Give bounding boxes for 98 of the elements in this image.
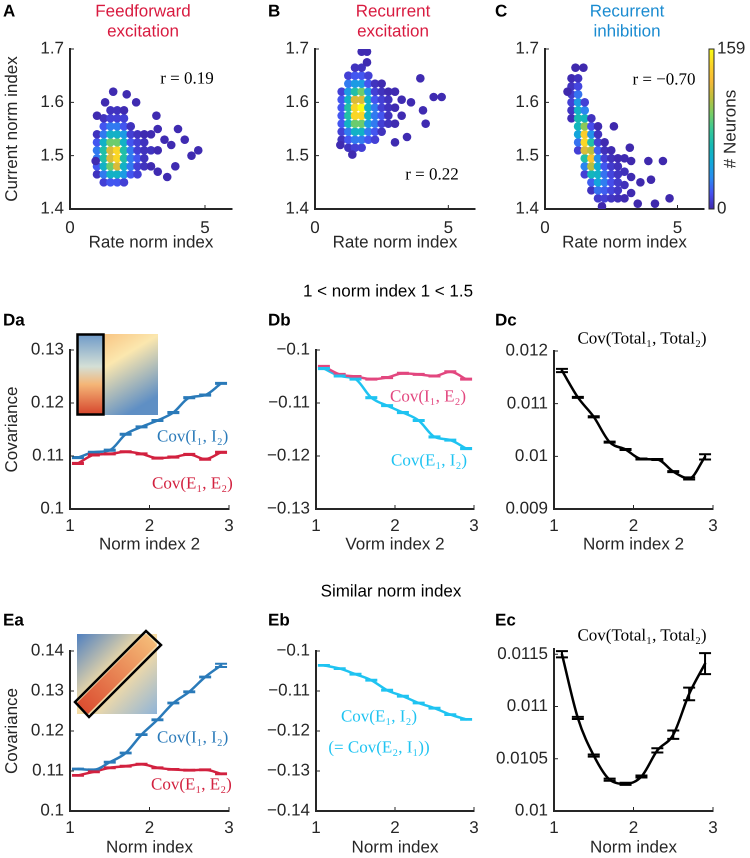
x-tick-label: 3 [469,516,479,535]
y-tick-label: 0.0105 [496,748,548,768]
y-tick-label: 0.13 [30,680,64,700]
y-tick-label: 0.13 [30,340,64,359]
x-axis-title: Norm index 2 [98,534,200,554]
x-tick-label: 3 [469,818,479,837]
y-tick-label: 1.7 [40,38,64,58]
y-axis-title: Current norm index [2,56,21,202]
y-tick-label: −0.1 [276,340,310,359]
x-tick-label: 2 [390,818,400,837]
color-bar-label: 0 [717,198,726,218]
x-axis-title: Norm index [106,837,194,856]
y-tick-label: −0.12 [266,720,310,740]
text: Db [268,310,291,330]
x-axis-title: Norm index [352,837,439,856]
x-tick-label: 2 [390,516,400,535]
series-label: Cov(E₁, E₂) [152,473,233,492]
y-tick-label: 0.009 [505,498,548,518]
x-tick-label: 1 [549,818,559,837]
y-tick-label: −0.13 [266,498,310,518]
y-tick-label: 0.14 [30,640,64,660]
series-label: Cov(I₁, I₂) [157,727,228,746]
x-tick-label: 3 [224,516,234,535]
y-tick-label: 1.4 [40,198,64,218]
x-tick-label: 3 [224,818,234,837]
series-label: Cov(E₁, E₂) [151,774,232,794]
y-tick-label: 1.6 [515,92,539,112]
y-tick-label: −0.13 [266,760,310,780]
chart-title: Feedforward excitation [95,2,191,41]
y-tick-label: 0.012 [505,340,548,360]
text: Ec [495,610,516,630]
y-tick-label: 0.11 [32,446,64,465]
x-tick-label: 3 [708,516,718,535]
y-tick-label: 1.5 [285,145,309,164]
x-tick-label: 0 [65,218,75,237]
y-tick-label: 0.1 [40,800,64,820]
text: B [268,2,280,21]
x-tick-label: 1 [65,516,75,535]
y-tick-label: 0.12 [30,720,64,740]
x-axis-title: Vorm index 2 [345,534,445,554]
x-tick-label: 0 [540,218,550,237]
chart-title: Recurrent inhibition [590,2,665,41]
y-tick-label: 1.4 [515,198,539,218]
y-tick-label: 0.011 [506,393,548,412]
color-bar-label: 159 [717,38,746,58]
y-tick-label: 1.7 [285,38,309,58]
y-tick-label: 0.01 [514,800,548,820]
y-tick-label: 0.1 [40,498,64,518]
y-tick-label: −0.11 [268,392,310,412]
text: C [495,2,508,21]
series-label: Cov(I₁, E₂) [390,386,466,406]
chart-title: 1 < norm index 1 < 1.5 [302,282,474,301]
x-tick-label: 1 [311,818,321,837]
x-tick-label: 0 [310,218,320,237]
x-tick-label: 2 [144,516,154,535]
text: Ea [3,610,24,630]
series-label: Cov(E₁, I₂) [340,706,418,726]
series-label: Cov(I₁, I₂) [157,426,228,446]
y-tick-label: 1.5 [40,145,64,164]
x-tick-label: 1 [65,818,75,837]
y-tick-label: 1.7 [515,38,539,58]
text: Da [3,310,26,330]
y-tick-label: 0.011 [506,696,548,716]
x-tick-label: 2 [628,516,638,535]
color-bar-title: # Neurons [720,90,740,168]
y-tick-label: 1.6 [40,92,64,112]
x-tick-label: 2 [628,818,638,837]
text: A [3,2,16,21]
series-label: Cov(Total₁, Total₂) [577,328,707,348]
y-tick-label: 0.11 [32,760,64,780]
series-label: Cov(E₁, I₂) [391,450,468,470]
y-tick-label: 1.5 [515,145,539,164]
annotation: (= Cov(E₂, I₁)) [328,737,430,756]
y-tick-label: 1.4 [285,198,309,218]
x-axis-title: Norm index 2 [582,534,684,554]
y-tick-label: 1.6 [285,92,309,112]
series-label: Cov(Total₁, Total₂) [577,625,707,644]
y-axis-title: Covariance [2,688,21,774]
y-tick-label: −0.14 [266,800,310,820]
y-tick-label: 0.0115 [497,644,548,663]
x-tick-label: 2 [144,818,154,837]
x-tick-label: 3 [708,818,718,837]
y-tick-label: 0.12 [30,392,64,412]
y-tick-label: −0.12 [266,446,310,465]
annotation: r = 0.19 [160,68,214,88]
text: Eb [268,610,290,630]
chart-title: Recurrent excitation [356,2,431,41]
y-tick-label: 0.01 [514,446,548,466]
annotation: r = 0.22 [405,164,459,184]
y-axis-title: Covariance [2,386,21,472]
x-tick-label: 1 [311,516,321,535]
text: Dc [495,310,517,330]
x-axis-title: Norm index [590,837,678,856]
chart-title: Similar norm index [320,582,462,601]
annotation: r = −0.70 [632,69,696,88]
y-tick-label: −0.11 [268,680,310,700]
x-tick-label: 1 [549,516,559,535]
y-tick-label: −0.1 [276,640,310,660]
